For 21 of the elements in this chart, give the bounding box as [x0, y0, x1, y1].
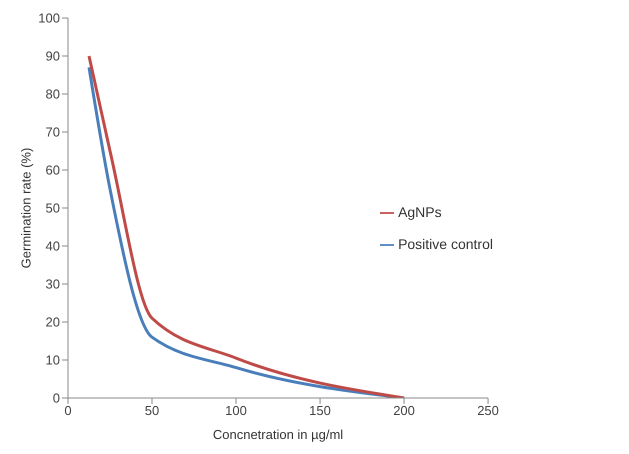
x-tick-label: 150: [309, 403, 331, 418]
y-tick-label: 100: [38, 10, 60, 26]
x-axis-title: Concnetration in µg/ml: [212, 427, 344, 442]
y-axis-title: Germination rate (%): [18, 148, 34, 268]
x-tick-label: 250: [477, 403, 499, 418]
y-tick-label: 60: [46, 162, 60, 178]
y-tick-label: 0: [52, 390, 60, 406]
y-tick-label: 40: [46, 238, 60, 254]
x-tick-label: 200: [393, 403, 415, 418]
y-tick-label: 80: [46, 86, 60, 102]
y-tick-label: 50: [46, 200, 60, 216]
x-tick-label: 0: [64, 403, 72, 418]
y-tick-label: 90: [46, 48, 60, 64]
y-tick-label: 30: [46, 276, 60, 292]
y-tick-label: 10: [46, 352, 60, 368]
y-tick-label: 20: [46, 314, 60, 330]
x-tick-label: 100: [225, 403, 247, 418]
x-tick-label: 50: [144, 403, 160, 418]
y-tick-label: 70: [46, 124, 60, 140]
legend-label: AgNPs: [398, 204, 442, 220]
legend-label: Positive control: [398, 236, 493, 252]
